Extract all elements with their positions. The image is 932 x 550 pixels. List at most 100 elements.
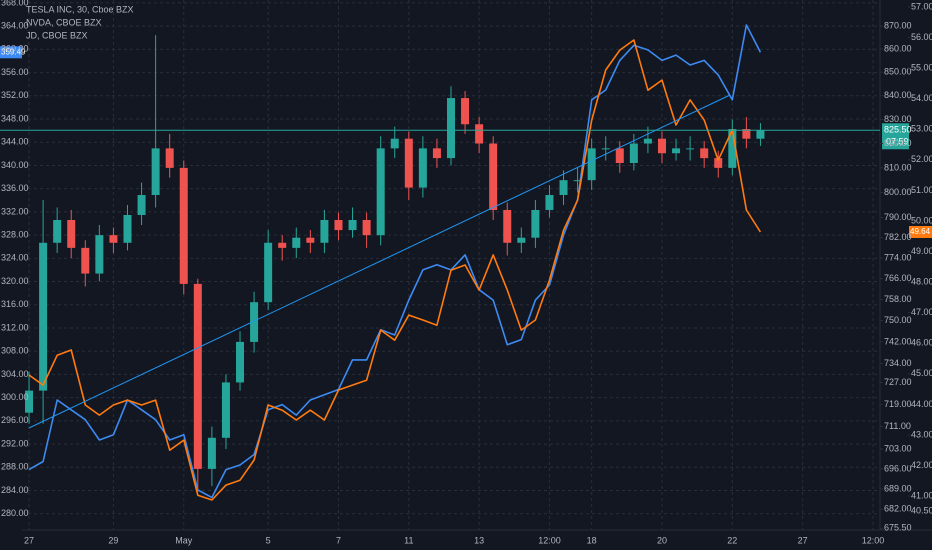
y2-tick-label: 703.00 bbox=[884, 443, 912, 453]
candle-body bbox=[278, 242, 287, 248]
y2-tick-label: 850.00 bbox=[884, 67, 912, 77]
x-tick-label: 11 bbox=[404, 535, 413, 545]
candle-body bbox=[179, 167, 188, 284]
y2-tick-label: 870.00 bbox=[884, 20, 912, 30]
y-tick-label: 288.00 bbox=[1, 462, 29, 472]
candle-body bbox=[531, 209, 540, 238]
y3-tick-label: 43.00 bbox=[911, 429, 932, 439]
candle-body bbox=[475, 124, 484, 144]
candle-body bbox=[700, 148, 709, 159]
candle-body bbox=[81, 247, 90, 274]
series-line bbox=[28, 24, 762, 499]
price-marker bbox=[882, 123, 909, 150]
x-tick-label: 22 bbox=[727, 535, 737, 545]
legend-entry: JD, CBOE BZX bbox=[26, 30, 88, 40]
candle-body bbox=[362, 220, 371, 236]
price-label: 825.50 bbox=[884, 125, 912, 135]
candle-body bbox=[221, 382, 230, 438]
y2-tick-label: 860.00 bbox=[884, 43, 912, 53]
last-value-marker bbox=[909, 225, 932, 238]
y-tick-label: 364.00 bbox=[1, 20, 29, 30]
candle-body bbox=[461, 98, 470, 125]
candle-body bbox=[250, 302, 259, 342]
y2-tick-label: 742.00 bbox=[884, 336, 912, 346]
candle-body bbox=[447, 98, 455, 159]
y-tick-label: 284.00 bbox=[1, 485, 29, 495]
candle-body bbox=[320, 220, 329, 243]
x-tick-label: 12:00 bbox=[538, 535, 561, 545]
y2-tick-label: 758.00 bbox=[884, 294, 912, 304]
candle-body bbox=[109, 235, 118, 243]
x-tick-label: 7 bbox=[336, 535, 341, 545]
legend-entry: TESLA INC, 30, Cboe BZX bbox=[26, 4, 134, 14]
series-line bbox=[28, 39, 762, 501]
y-tick-label: 300.00 bbox=[1, 392, 29, 402]
y3-tick-label: 48.00 bbox=[911, 276, 932, 286]
candle-body bbox=[264, 242, 273, 303]
candle-body bbox=[334, 220, 343, 231]
candle-body bbox=[615, 148, 624, 163]
y2-tick-label: 774.00 bbox=[884, 252, 912, 262]
candle-body bbox=[39, 242, 48, 391]
y-tick-label: 352.00 bbox=[1, 90, 29, 100]
candle-body bbox=[95, 235, 104, 274]
candle-body bbox=[587, 148, 596, 181]
y3-tick-label: 44.00 bbox=[911, 399, 932, 409]
candle-body bbox=[489, 143, 498, 210]
candle-body bbox=[25, 390, 34, 413]
countdown-label: 07:59 bbox=[886, 137, 909, 147]
y-tick-label: 348.00 bbox=[1, 113, 29, 123]
x-tick-label: 29 bbox=[108, 535, 118, 545]
y3-tick-label: 49.00 bbox=[911, 246, 932, 256]
candle-body bbox=[657, 138, 666, 154]
candle-body bbox=[306, 237, 315, 243]
candle-body bbox=[123, 214, 132, 243]
candle-body bbox=[418, 148, 427, 188]
y-tick-label: 344.00 bbox=[1, 137, 29, 147]
plot-area bbox=[25, 24, 765, 501]
y3-tick-label: 57.00 bbox=[911, 1, 932, 11]
candle-body bbox=[292, 237, 301, 248]
y-tick-label: 340.00 bbox=[1, 160, 29, 170]
y3-tick-label: 45.00 bbox=[911, 368, 932, 378]
candle-body bbox=[686, 148, 695, 150]
y2-tick-label: 766.00 bbox=[884, 273, 912, 283]
y-tick-label: 360.00 bbox=[1, 44, 29, 54]
y2-tick-label: 800.00 bbox=[884, 187, 912, 197]
candle-body bbox=[601, 148, 610, 150]
y-tick-label: 312.00 bbox=[1, 322, 29, 332]
y2-tick-label: 734.00 bbox=[884, 358, 912, 368]
y-tick-label: 328.00 bbox=[1, 229, 29, 239]
y3-tick-label: 54.00 bbox=[911, 93, 932, 103]
y2-tick-label: 840.00 bbox=[884, 90, 912, 100]
y-tick-label: 292.00 bbox=[1, 438, 29, 448]
y-tick-label: 320.00 bbox=[1, 276, 29, 286]
x-tick-label: 20 bbox=[657, 535, 667, 545]
y3-tick-label: 56.00 bbox=[911, 32, 932, 42]
y3-tick-label: 40.50 bbox=[911, 506, 932, 516]
y2-tick-label: 689.00 bbox=[884, 483, 912, 493]
candle-body bbox=[573, 180, 582, 182]
y2-tick-label: 675.50 bbox=[884, 523, 912, 533]
candle-body bbox=[53, 220, 62, 243]
candle-body bbox=[348, 220, 357, 231]
y3-tick-label: 42.00 bbox=[911, 460, 932, 470]
x-tick-label: 13 bbox=[474, 535, 484, 545]
y3-tick-label: 55.00 bbox=[911, 63, 932, 73]
candle-body bbox=[517, 237, 526, 243]
y3-tick-label: 41.00 bbox=[911, 490, 932, 500]
y3-tick-label: 46.00 bbox=[911, 338, 932, 348]
candle-body bbox=[559, 180, 568, 196]
candle-body bbox=[236, 341, 245, 383]
candle-body bbox=[137, 195, 146, 215]
y2-tick-label: 727.00 bbox=[884, 377, 912, 387]
last-value-marker bbox=[0, 46, 22, 59]
y-tick-label: 356.00 bbox=[1, 67, 29, 77]
y-tick-label: 336.00 bbox=[1, 183, 29, 193]
y-tick-label: 368.00 bbox=[1, 0, 29, 7]
y-tick-label: 280.00 bbox=[1, 508, 29, 518]
y2-tick-label: 830.00 bbox=[884, 114, 912, 124]
last-value-label: 49.64 bbox=[910, 227, 931, 236]
y2-tick-label: 719.00 bbox=[884, 399, 912, 409]
